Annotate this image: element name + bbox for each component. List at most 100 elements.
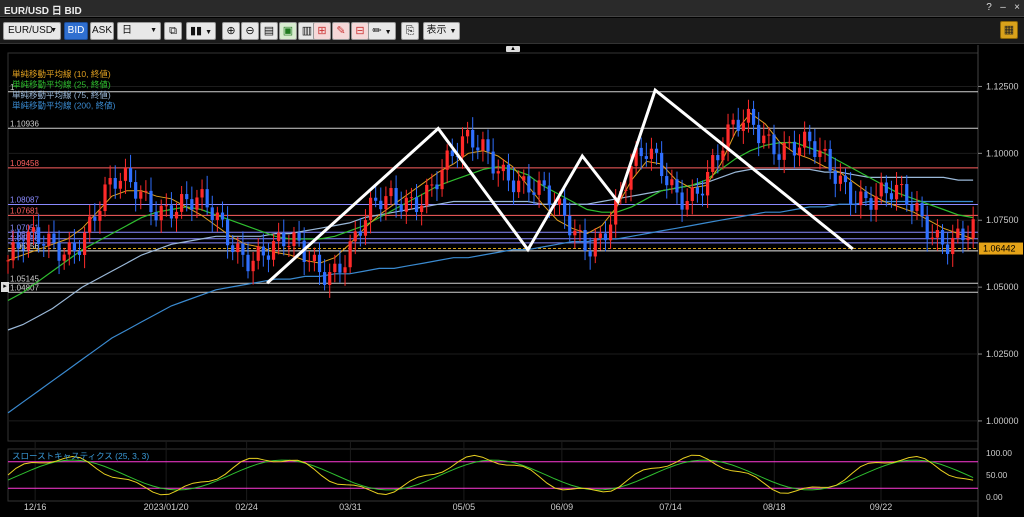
candle-body: [506, 164, 511, 181]
candle-body: [123, 168, 128, 181]
scroll-left-icon[interactable]: ▤: [260, 22, 278, 40]
candle-body: [169, 205, 174, 219]
candle-body: [665, 176, 669, 186]
price-chart[interactable]: 1.12500 1.10000 1.07500 1.05000 1.02500 1.000…: [0, 45, 1024, 517]
candle-body: [261, 246, 265, 256]
candle-body: [486, 139, 490, 152]
chart-type-icon[interactable]: ▮▮ ▼: [186, 22, 216, 40]
y-tick-label: 1.02500: [986, 349, 1019, 359]
candle-body: [271, 241, 276, 260]
zoom-in-icon[interactable]: ⊕: [222, 22, 240, 40]
candle-body: [859, 191, 863, 206]
candle-body: [210, 207, 214, 220]
ma75-line: [7, 168, 974, 331]
candle-body: [915, 203, 919, 211]
candle-body: [956, 228, 960, 238]
candle-body: [527, 176, 531, 193]
help-icon[interactable]: ?: [986, 2, 992, 13]
candle-body: [149, 190, 153, 213]
fit-icon[interactable]: ▣: [279, 22, 297, 40]
legend-entry: 単純移動平均線 (200, 終値): [12, 101, 116, 111]
add-indicator-icon[interactable]: ⊞: [313, 22, 331, 40]
oscillator-slow-line: [7, 459, 974, 491]
close-icon[interactable]: ×: [1014, 2, 1020, 13]
legend-entry: 単純移動平均線 (25, 終値): [12, 80, 111, 90]
horizontal-line-label: 1: [10, 83, 15, 92]
candle-body: [639, 147, 643, 157]
candle-body: [16, 242, 20, 249]
candle-body: [93, 216, 97, 221]
layout-icon[interactable]: ▦: [1000, 21, 1018, 39]
candle-body: [517, 180, 521, 193]
display-menu[interactable]: 表示 ▼: [423, 22, 460, 40]
screenshot-icon[interactable]: ⎘: [401, 22, 419, 40]
candle-body: [118, 180, 122, 189]
candle-body: [287, 246, 291, 248]
x-tick-label: 02/24: [235, 502, 258, 512]
chart-side-marker[interactable]: ▸: [1, 282, 9, 292]
draw-tool-icon[interactable]: ✏ ▼: [368, 22, 396, 40]
x-tick-label: 2023/01/20: [144, 502, 189, 512]
candle-body: [409, 197, 414, 199]
candle-body: [685, 201, 689, 210]
ask-button[interactable]: ASK: [90, 22, 114, 40]
collapse-toggle[interactable]: ▲: [506, 46, 520, 52]
candle-body: [154, 212, 158, 221]
candle-body: [435, 184, 439, 190]
candle-body: [864, 191, 868, 199]
horizontal-line-label: 1.08087: [10, 196, 39, 205]
candle-body: [741, 122, 745, 131]
candle-body: [624, 189, 628, 191]
x-tick-label: 08/18: [763, 502, 786, 512]
candle-body: [920, 203, 924, 217]
x-tick-label: 05/05: [453, 502, 476, 512]
candle-body: [690, 187, 694, 202]
candle-body: [384, 196, 388, 210]
candle-body: [848, 182, 853, 205]
candle-body: [746, 108, 751, 123]
zoom-out-icon[interactable]: ⊖: [241, 22, 259, 40]
candle-body: [675, 179, 679, 193]
candle-body: [317, 254, 322, 273]
x-tick-label: 07/14: [659, 502, 682, 512]
current-price-badge: [979, 242, 1023, 255]
candle-body: [6, 260, 10, 262]
compare-icon[interactable]: ⧉: [164, 22, 182, 40]
candle-body: [496, 171, 500, 174]
symbol-select[interactable]: EUR/USD ▼: [3, 22, 61, 40]
candle-body: [767, 134, 771, 136]
remove-indicator-icon[interactable]: ⊟: [351, 22, 369, 40]
candle-body: [88, 216, 92, 233]
chart-area[interactable]: 1.12500 1.10000 1.07500 1.05000 1.02500 1.000…: [0, 45, 1024, 517]
minimize-icon[interactable]: –: [1000, 2, 1006, 13]
candle-body: [98, 211, 102, 221]
candle-body: [894, 184, 899, 200]
ma25-line: [7, 142, 974, 302]
candle-body: [353, 231, 357, 242]
period-select[interactable]: 日 ▼: [117, 22, 161, 40]
display-label: 表示: [426, 25, 447, 36]
candle-body: [803, 131, 807, 148]
candle-body: [966, 238, 970, 241]
candle-body: [450, 150, 454, 157]
candle-body: [236, 243, 240, 253]
x-tick-label: 06/09: [551, 502, 574, 512]
candle-body: [42, 244, 46, 246]
oscillator-frame: [7, 448, 979, 502]
candle-body: [374, 197, 378, 201]
candle-body: [57, 242, 61, 261]
bid-button[interactable]: BID: [64, 22, 88, 40]
x-tick-label: 03/31: [339, 502, 362, 512]
candle-body: [900, 184, 904, 186]
candle-body: [522, 176, 526, 181]
y-tick-label: 1.10000: [986, 148, 1019, 158]
edit-indicator-icon[interactable]: ✎: [332, 22, 350, 40]
candle-body: [82, 232, 87, 255]
candle-body: [445, 150, 449, 170]
oscillator-tick-label: 50.00: [986, 470, 1008, 480]
candle-body: [343, 267, 347, 273]
candle-body: [348, 241, 352, 268]
candle-body: [72, 242, 76, 252]
window-title: EUR/USD 日 BID: [4, 6, 82, 17]
candle-body: [37, 227, 41, 245]
